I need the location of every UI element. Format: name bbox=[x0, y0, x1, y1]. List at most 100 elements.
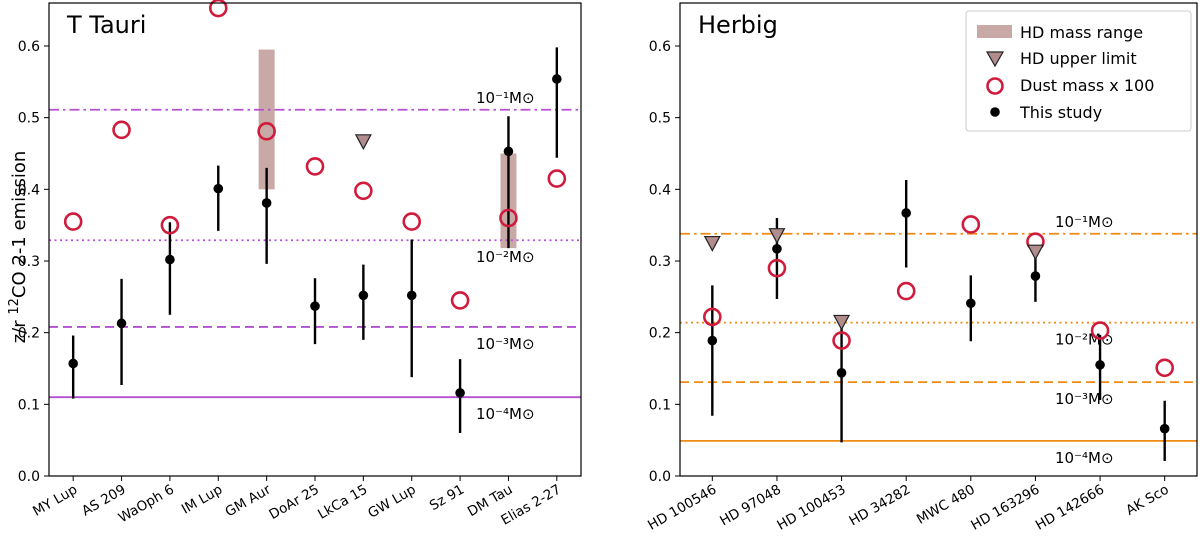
legend-study-marker bbox=[990, 107, 1000, 117]
this-study-point bbox=[1030, 271, 1041, 281]
this-study-point bbox=[310, 301, 320, 311]
hd-range-bar bbox=[258, 49, 275, 190]
this-study-point bbox=[116, 318, 127, 329]
hd-range-layer bbox=[258, 49, 517, 249]
panel-t-tauri: 10⁻¹M⊙ 10⁻²M⊙ 10⁻³M⊙ 10⁻⁴M⊙ 0.0 0.1 0.2 0.3 0.4… bbox=[18, 0, 582, 529]
legend: HD mass range HD upper limit Dust mass x… bbox=[965, 10, 1192, 132]
y-tick-label: 0.3 bbox=[649, 254, 671, 270]
dust-mass-marker bbox=[767, 258, 787, 278]
legend-dust-label: Dust mass x 100 bbox=[1020, 76, 1154, 95]
x-tick-label: HD 100453 bbox=[774, 482, 848, 534]
x-tick-label: AK Sco bbox=[1123, 482, 1171, 519]
x-tick-label: HD 97048 bbox=[717, 482, 784, 530]
dust-mass-marker bbox=[402, 212, 422, 231]
dust-mass-marker bbox=[896, 281, 916, 301]
dust-mass-marker bbox=[208, 0, 228, 18]
y-axis-label: z/r 12CO 2-1 emission bbox=[7, 151, 31, 344]
y-tick-label: 0.2 bbox=[18, 326, 40, 342]
y-tick-label: 0.5 bbox=[649, 111, 671, 127]
this-study-point bbox=[68, 358, 78, 369]
y-axis-label-prefix: z/r bbox=[9, 315, 30, 344]
mass-line-label: 10⁻¹M⊙ bbox=[476, 89, 535, 107]
y-tick-label: 0.6 bbox=[649, 39, 671, 55]
legend-hd-upper-marker bbox=[985, 51, 1005, 68]
panel-title-herbig: Herbig bbox=[698, 11, 778, 39]
x-tick-label: Sz 91 bbox=[427, 482, 467, 514]
dust-mass-marker bbox=[112, 120, 131, 140]
x-tick-label: IM Lup bbox=[179, 482, 225, 518]
legend-box bbox=[965, 10, 1192, 132]
dust-mass-marker bbox=[160, 215, 180, 235]
dust-mass-marker bbox=[499, 208, 518, 228]
this-study-point bbox=[836, 368, 847, 378]
this-study-point bbox=[966, 298, 976, 309]
dust-mass-marker bbox=[1090, 321, 1110, 340]
mass-lines-layer: 10⁻¹M⊙ 10⁻²M⊙ 10⁻³M⊙ 10⁻⁴M⊙ bbox=[680, 213, 1197, 467]
x-tick-label: GM Aur bbox=[223, 481, 274, 520]
mass-line-label: 10⁻¹M⊙ bbox=[1055, 213, 1114, 231]
x-tick-label: HD 163296 bbox=[968, 482, 1042, 534]
y-tick-label: 0.2 bbox=[649, 326, 671, 342]
this-study-point bbox=[707, 335, 718, 346]
dust-mass-marker bbox=[354, 181, 373, 201]
dust-mass-marker bbox=[703, 307, 722, 327]
x-tick-label: HD 100546 bbox=[645, 482, 719, 534]
mass-line-label: 10⁻³M⊙ bbox=[476, 335, 535, 353]
this-study-point bbox=[901, 208, 911, 218]
this-study-point bbox=[213, 183, 224, 194]
x-tick-label: DoAr 25 bbox=[266, 482, 322, 523]
y-tick-label: 0.1 bbox=[18, 397, 40, 413]
plot-frame bbox=[679, 2, 1198, 477]
marks-layer bbox=[703, 180, 1174, 461]
legend-study-label: This study bbox=[1019, 103, 1102, 122]
x-tick-label: LkCa 15 bbox=[315, 482, 370, 523]
mass-line-label: 10⁻⁴M⊙ bbox=[1055, 449, 1114, 467]
y-axis-label-superscript: 12 bbox=[7, 298, 22, 315]
panel-title-t-tauri: T Tauri bbox=[66, 11, 146, 39]
hd-upper-limit-marker bbox=[703, 235, 721, 252]
this-study-point bbox=[165, 254, 175, 265]
legend-dust-marker bbox=[986, 77, 1004, 95]
legend-hd-upper-label: HD upper limit bbox=[1020, 49, 1137, 68]
marks-layer bbox=[63, 0, 567, 433]
y-tick-label: 0.4 bbox=[649, 182, 671, 198]
hd-upper-limit-marker bbox=[833, 314, 851, 331]
x-tick-label: GW Lup bbox=[365, 482, 418, 522]
dust-mass-marker bbox=[961, 215, 981, 234]
this-study-point bbox=[552, 74, 562, 84]
y-tick-label: 0.0 bbox=[649, 469, 671, 485]
hd-upper-limit-marker bbox=[768, 228, 786, 244]
y-tick-label: 0.1 bbox=[649, 397, 671, 413]
dust-mass-marker bbox=[832, 331, 851, 350]
y-tick-label: 0.4 bbox=[18, 182, 40, 198]
x-tick-label: MY Lup bbox=[30, 482, 80, 520]
mass-line-label: 10⁻²M⊙ bbox=[476, 248, 535, 266]
legend-hd-range-swatch bbox=[977, 25, 1012, 38]
y-tick-label: 0.0 bbox=[18, 469, 40, 485]
y-axis-label-suffix: CO 2-1 emission bbox=[9, 151, 30, 298]
mass-line-label: 10⁻²M⊙ bbox=[1055, 331, 1114, 349]
hd-upper-limit-marker bbox=[1026, 244, 1044, 261]
x-tick-label: WaOph 6 bbox=[116, 482, 177, 527]
dust-mass-marker bbox=[63, 212, 83, 231]
x-tick-label: HD 142666 bbox=[1033, 482, 1107, 534]
dust-mass-marker bbox=[547, 169, 567, 188]
hd-upper-limit-marker bbox=[354, 134, 372, 151]
mass-lines-layer: 10⁻¹M⊙ 10⁻²M⊙ 10⁻³M⊙ 10⁻⁴M⊙ bbox=[49, 89, 581, 423]
mass-line-label: 10⁻³M⊙ bbox=[1055, 390, 1114, 408]
this-study-point bbox=[261, 198, 272, 208]
legend-hd-range-label: HD mass range bbox=[1020, 23, 1143, 42]
dust-mass-marker bbox=[257, 121, 276, 141]
this-study-point bbox=[406, 290, 417, 301]
this-study-point bbox=[455, 388, 465, 398]
mass-line-label: 10⁻⁴M⊙ bbox=[476, 405, 535, 423]
this-study-point bbox=[1095, 360, 1105, 370]
y-tick-label: 0.5 bbox=[18, 111, 40, 127]
this-study-point bbox=[358, 290, 369, 301]
y-tick-label: 0.6 bbox=[18, 39, 40, 55]
dust-mass-marker bbox=[1155, 358, 1174, 378]
dust-mass-marker bbox=[305, 157, 325, 176]
this-study-point bbox=[772, 244, 782, 254]
dust-mass-marker bbox=[450, 291, 470, 310]
